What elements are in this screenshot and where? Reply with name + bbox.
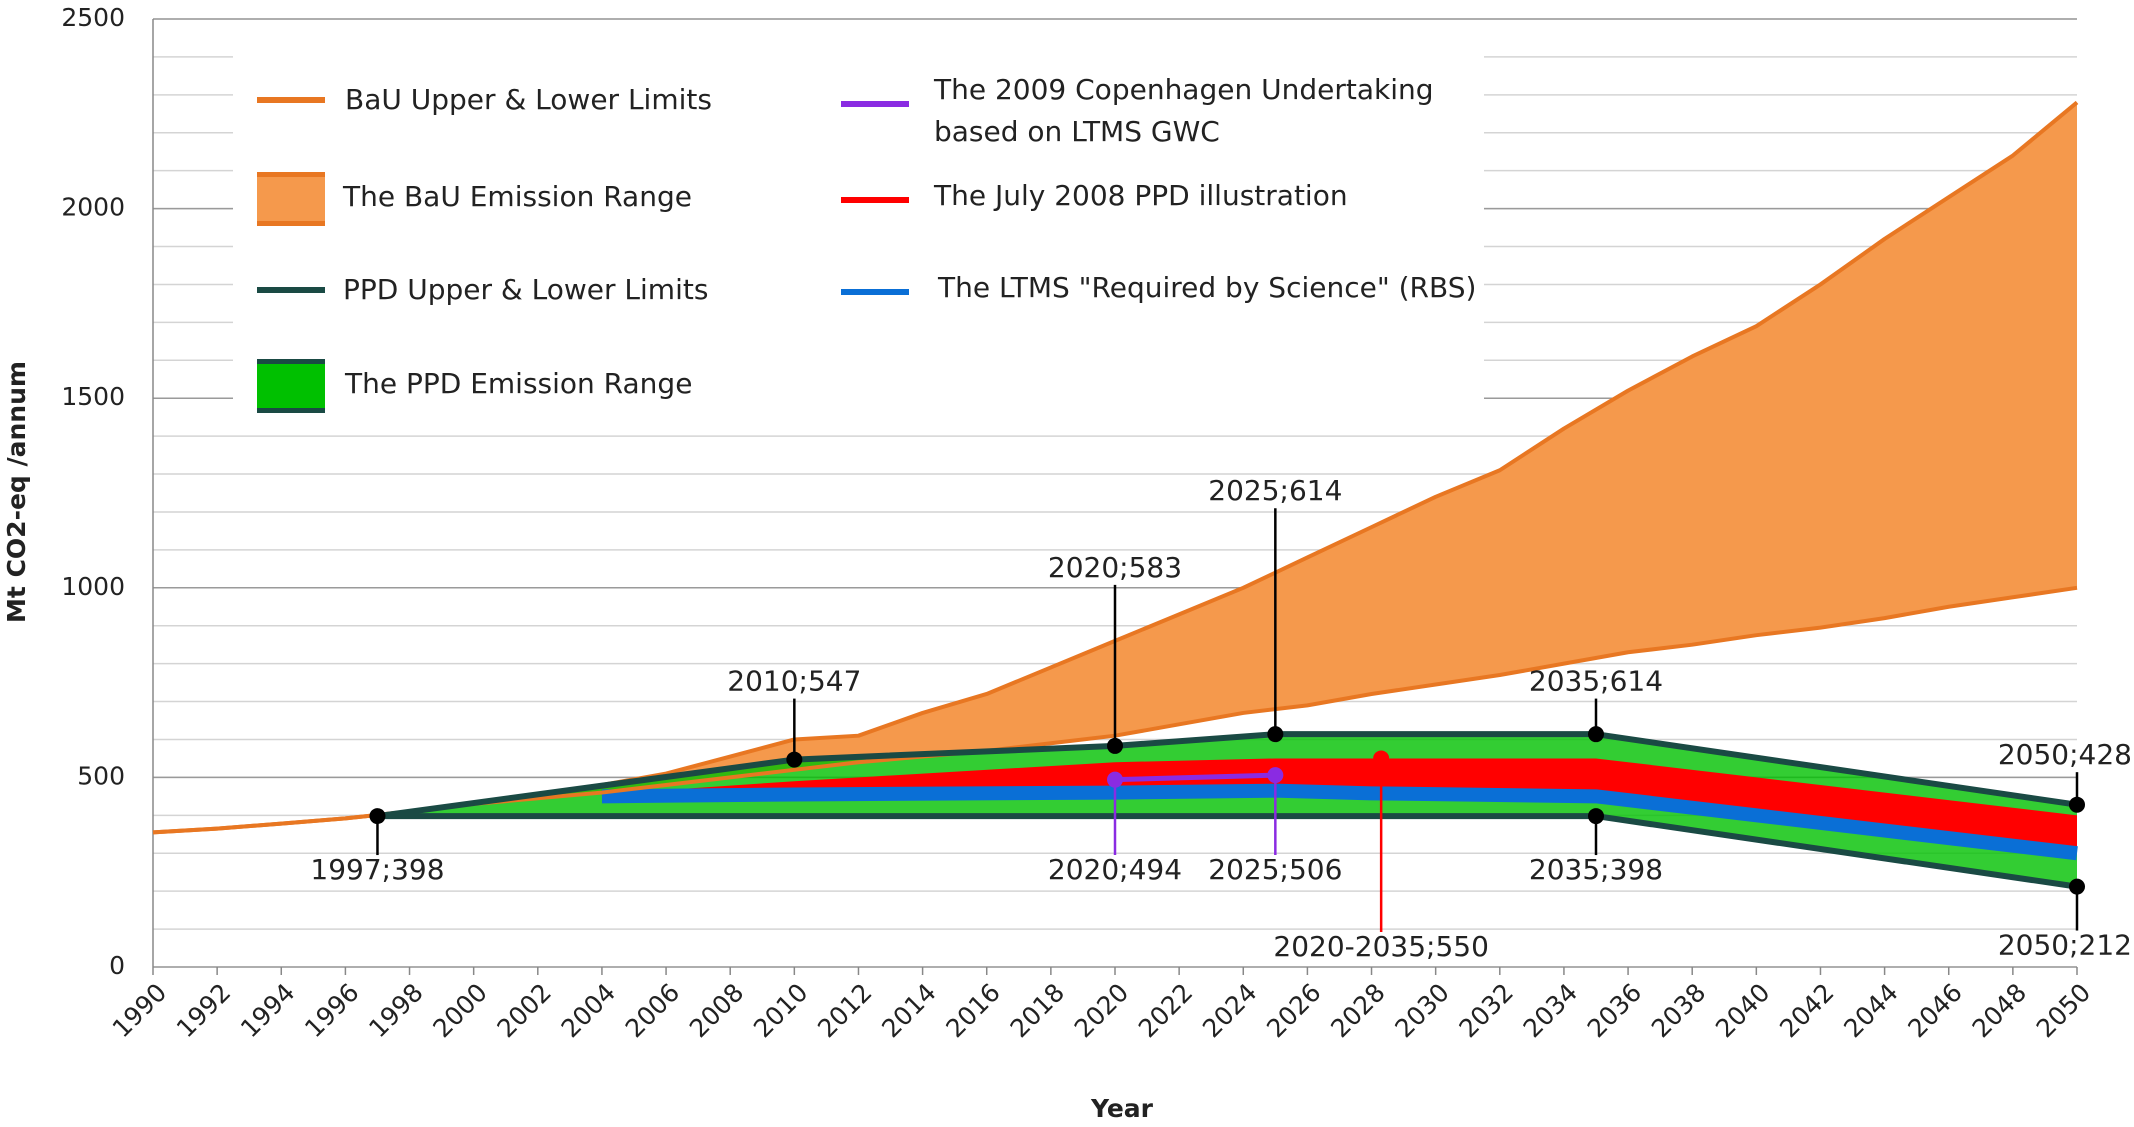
x-tick-label: 2014 bbox=[876, 978, 941, 1043]
y-tick-label: 1000 bbox=[61, 572, 125, 601]
annotation-point bbox=[1267, 726, 1284, 743]
y-axis-label: Mt CO2-eq /annum bbox=[2, 361, 31, 623]
annotation-point bbox=[1373, 750, 1390, 767]
legend-label: BaU Upper & Lower Limits bbox=[345, 83, 712, 116]
annotation-point bbox=[2069, 878, 2085, 895]
annotation-label: 2025;506 bbox=[1208, 853, 1342, 886]
x-tick-label: 2018 bbox=[1005, 978, 1070, 1043]
legend-swatch bbox=[257, 359, 325, 413]
x-tick-label: 2010 bbox=[748, 978, 813, 1043]
x-tick-label: 2008 bbox=[684, 978, 749, 1043]
legend-swatch bbox=[257, 97, 325, 103]
x-tick-label: 2000 bbox=[427, 978, 492, 1043]
annotation-point bbox=[1107, 771, 1123, 788]
y-tick-label: 2000 bbox=[61, 193, 125, 222]
y-tick-label: 2500 bbox=[61, 3, 125, 32]
x-tick-label: 2028 bbox=[1325, 978, 1390, 1043]
x-tick-label: 2042 bbox=[1774, 978, 1839, 1043]
annotation-label: 1997;398 bbox=[310, 853, 444, 886]
y-tick-label: 500 bbox=[77, 761, 125, 790]
x-tick-label: 2016 bbox=[940, 978, 1005, 1043]
x-tick-label: 1990 bbox=[107, 978, 172, 1043]
x-tick-label: 2032 bbox=[1453, 978, 1518, 1043]
x-tick-label: 2040 bbox=[1710, 978, 1775, 1043]
x-tick-label: 2034 bbox=[1518, 978, 1583, 1043]
x-tick-label: 2044 bbox=[1838, 978, 1903, 1043]
x-tick-label: 2004 bbox=[556, 978, 621, 1043]
x-tick-label: 1994 bbox=[235, 978, 300, 1043]
legend-swatch bbox=[841, 289, 909, 295]
x-tick-label: 2050 bbox=[2031, 978, 2096, 1043]
ppd-lower-line bbox=[377, 813, 2078, 890]
annotation-label: 2025;614 bbox=[1208, 474, 1342, 507]
annotation-point bbox=[1588, 808, 1604, 825]
legend bbox=[233, 55, 1484, 410]
x-tick-label: 2030 bbox=[1389, 978, 1454, 1043]
x-tick-label: 2012 bbox=[812, 978, 877, 1043]
x-tick-label: 2046 bbox=[1902, 978, 1967, 1043]
x-tick-label: 1998 bbox=[363, 978, 428, 1043]
x-tick-label: 2022 bbox=[1133, 978, 1198, 1043]
x-tick-label: 2036 bbox=[1582, 978, 1647, 1043]
x-tick-label: 1996 bbox=[299, 978, 364, 1043]
annotation-label: 2010;547 bbox=[727, 665, 861, 698]
x-tick-label: 2038 bbox=[1646, 978, 1711, 1043]
x-tick-label: 1992 bbox=[171, 978, 236, 1043]
x-tick-label: 2006 bbox=[620, 978, 685, 1043]
annotation-label: 2035;614 bbox=[1529, 665, 1663, 698]
copenhagen-line bbox=[1114, 772, 1276, 783]
x-tick-label: 2048 bbox=[1967, 978, 2032, 1043]
annotation-label: 2050;212 bbox=[1998, 929, 2132, 962]
ppd-upper-line bbox=[377, 731, 2078, 820]
legend-swatch bbox=[841, 197, 909, 203]
legend-label: The BaU Emission Range bbox=[343, 180, 692, 213]
y-tick-label: 0 bbox=[109, 951, 125, 980]
annotation-label: 2050;428 bbox=[1998, 738, 2132, 771]
x-tick-label: 2020 bbox=[1069, 978, 1134, 1043]
annotation-point bbox=[786, 751, 803, 768]
legend-label: The PPD Emission Range bbox=[345, 367, 693, 400]
legend-swatch bbox=[257, 287, 325, 293]
x-tick-label: 2026 bbox=[1261, 978, 1326, 1043]
rbs-line bbox=[601, 783, 2078, 861]
annotation-label: 2020-2035;550 bbox=[1273, 930, 1489, 963]
annotation-point bbox=[1588, 726, 1604, 743]
x-axis-label: Year bbox=[1090, 1094, 1154, 1123]
x-tick-label: 2002 bbox=[491, 978, 556, 1043]
legend-label: PPD Upper & Lower Limits bbox=[343, 273, 709, 306]
legend-label: The July 2008 PPD illustration bbox=[934, 179, 1348, 212]
x-tick-label: 2024 bbox=[1197, 978, 1262, 1043]
annotation-point bbox=[1107, 737, 1123, 754]
annotation-label: 2020;494 bbox=[1048, 853, 1182, 886]
ppd-illustration-band bbox=[601, 758, 2077, 854]
annotation-point bbox=[2069, 796, 2085, 813]
annotation-label: 2020;583 bbox=[1048, 551, 1182, 584]
legend-swatch bbox=[257, 172, 325, 226]
legend-swatch bbox=[841, 101, 909, 107]
annotation-point bbox=[369, 808, 386, 825]
annotation-label: 2035;398 bbox=[1529, 853, 1663, 886]
y-tick-label: 1500 bbox=[61, 382, 125, 411]
legend-label: The LTMS "Required by Science" (RBS) bbox=[938, 271, 1477, 304]
annotation-point bbox=[1267, 767, 1284, 784]
legend-label: The 2009 Copenhagen Undertaking based on… bbox=[934, 73, 1434, 148]
bau-range bbox=[153, 102, 2077, 833]
